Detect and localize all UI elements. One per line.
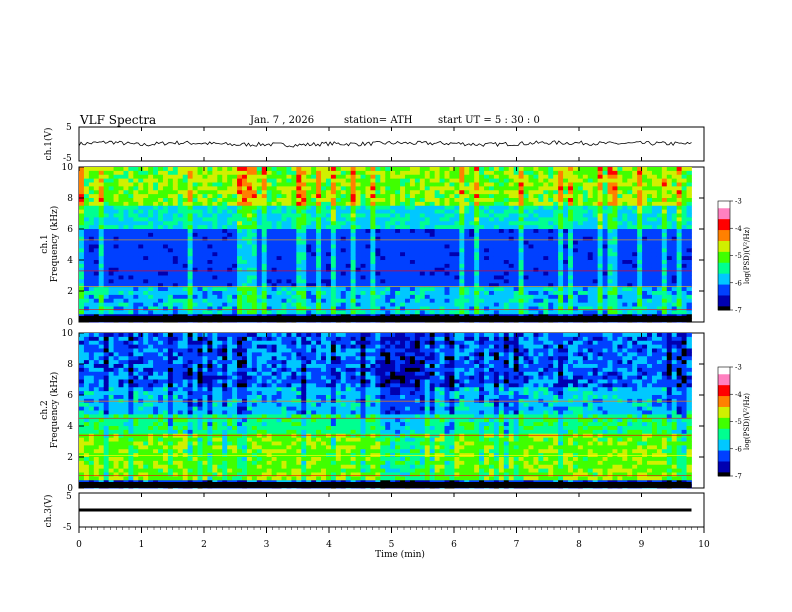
ch3-ytick-top: 5 (66, 492, 72, 502)
ch1-ytick-top: 5 (66, 123, 72, 133)
spec1-ytick: 0 (67, 318, 73, 328)
time-axis-tick: 5 (389, 540, 395, 550)
spec2-ytick: 0 (67, 484, 73, 494)
cb1-tick: -4 (735, 225, 742, 233)
spec1-ytick: 6 (67, 225, 73, 235)
ch1-spectrogram-ylabel-frequency: Frequency (kHz) (49, 206, 60, 283)
spec1-ytick: 2 (67, 287, 73, 297)
ch1-waveform-ylabel: ch.1(V) (43, 128, 54, 161)
time-axis-tick: 3 (264, 540, 270, 550)
time-axis-tick: 7 (514, 540, 520, 550)
ch1-spectrogram-image (79, 167, 692, 323)
time-axis-tick: 8 (576, 540, 582, 550)
spec2-ytick: 4 (67, 422, 73, 432)
cb2-tick: -6 (735, 445, 742, 453)
cb1-tick: -5 (735, 252, 742, 260)
time-axis: 0 1 2 3 4 5 6 7 8 9 10 (76, 127, 710, 550)
cb1-label: log(PSD)(V²/Hz) (743, 227, 751, 284)
station-label: station= ATH (344, 115, 413, 126)
ch2-spectrogram-ylabel-channel: ch.2 (40, 400, 50, 419)
spec1-ytick: 10 (62, 163, 74, 173)
time-axis-tick: 9 (639, 540, 645, 550)
spec2-ytick: 10 (62, 329, 74, 339)
ch1-waveform-frame (78, 126, 705, 162)
spec1-ytick: 8 (67, 194, 73, 204)
figure-title: VLF Spectra (79, 113, 156, 127)
time-axis-tick: 0 (76, 540, 82, 550)
ch2-spectrogram-panel: 0 2 4 6 8 10 ch.2 Frequency (kHz) (40, 329, 705, 494)
cb2-tick: -5 (735, 418, 742, 426)
time-axis-tick: 10 (698, 540, 710, 550)
ch3-waveform-panel: 5 -5 ch.3(V) (43, 492, 705, 533)
spec2-ytick: 8 (67, 360, 73, 370)
ch3-waveform-ylabel: ch.3(V) (43, 495, 54, 528)
date-label: Jan. 7 , 2026 (249, 115, 314, 126)
ch1-colorbar: -3 -4 -5 -6 -7 log(PSD)(V²/Hz) (717, 198, 751, 315)
cb1-tick: -7 (735, 307, 742, 315)
ch1-spectrogram-panel: 0 2 4 6 8 10 ch.1 Frequency (kHz) (40, 163, 705, 328)
time-axis-tick: 2 (201, 540, 207, 550)
ch1-waveform-trace (78, 140, 692, 148)
time-axis-tick: 6 (451, 540, 457, 550)
ch2-colorbar: -3 -4 -5 -6 -7 log(PSD)(V²/Hz) (717, 364, 751, 481)
cb2-label: log(PSD)(V²/Hz) (743, 393, 751, 450)
ch1-waveform-panel: 5 -5 ch.1(V) (43, 123, 705, 164)
spec2-ytick: 2 (67, 453, 73, 463)
ch1-ytick-bottom: -5 (63, 154, 72, 164)
ch1-spectrogram-ylabel-channel: ch.1 (40, 234, 50, 253)
cb2-tick: -4 (735, 391, 742, 399)
ch2-spectrogram-image (79, 333, 692, 489)
cb2-tick: -3 (735, 364, 742, 372)
time-axis-tick: 1 (139, 540, 145, 550)
spec1-ytick: 4 (67, 256, 73, 266)
cb1-tick: -6 (735, 279, 742, 287)
spec2-ytick: 6 (67, 391, 73, 401)
cb2-tick: -7 (735, 473, 742, 481)
start-time-label: start UT = 5 : 30 : 0 (438, 115, 540, 126)
time-axis-label: Time (min) (375, 549, 425, 560)
time-axis-tick: 4 (326, 540, 332, 550)
ch3-ytick-bottom: -5 (63, 523, 72, 533)
ch2-spectrogram-ylabel-frequency: Frequency (kHz) (49, 372, 60, 449)
cb1-tick: -3 (735, 198, 742, 206)
